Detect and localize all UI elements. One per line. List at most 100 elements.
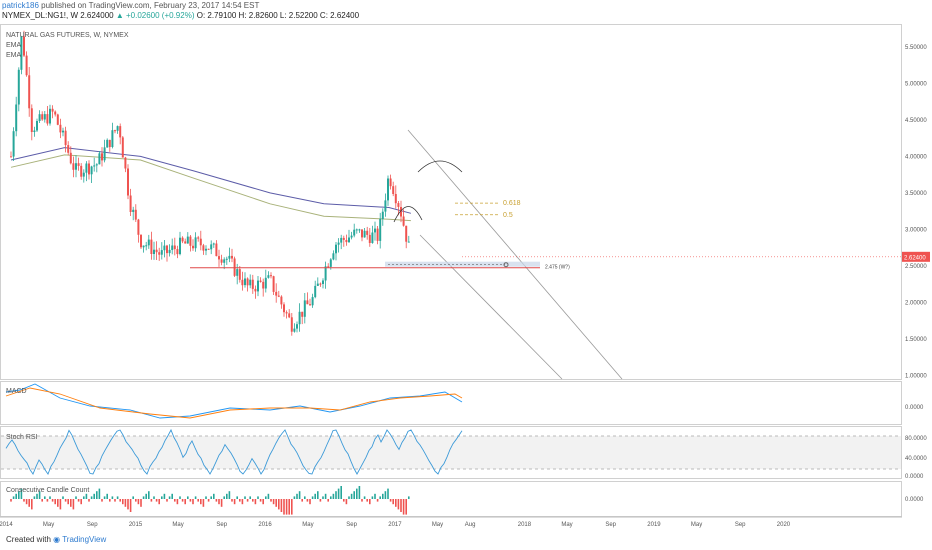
ccc-bar [314,493,316,499]
candle-body [77,163,80,166]
price-tick: 4.50000 [905,118,927,124]
candle-body [25,55,28,76]
candle-body [324,266,327,281]
ccc-bar [28,499,30,507]
candle-body [90,166,93,175]
macd-pane [0,381,902,425]
ccc-bar [140,499,142,507]
candle-body [270,275,272,277]
candle-body [43,114,46,120]
ccc-zero-tick: 0.0000 [905,497,924,503]
ccc-bar [145,493,147,499]
candle-body [108,139,111,148]
ccc-bar [374,493,376,499]
candle-body [93,165,96,167]
ccc-bar [306,499,309,502]
candle-body [322,280,324,284]
candle-body [210,244,213,250]
candle-body [33,130,36,132]
ccc-bar [103,496,106,499]
ccc-bar [285,499,288,515]
candle-body [280,296,283,305]
ccc-bar [187,496,189,499]
candle-body [361,229,363,238]
ema-long-line [10,147,412,214]
candle-body [283,304,285,313]
candle-body [275,291,278,296]
ccc-bar [397,499,400,510]
candle-body [46,114,49,124]
candle-body [163,245,166,251]
price-change: ▲ +0.02600 (+0.92%) [115,11,195,20]
candle-body [332,253,335,260]
candle-body [340,237,343,243]
ccc-bar [75,496,77,499]
candle-body [30,108,33,132]
ccc-bar [296,493,298,499]
publish-info: patrick186 published on TradingView.com,… [2,1,259,10]
candle-body [249,279,252,286]
time-tick: Sep [216,522,227,528]
ccc-bar [36,493,38,499]
ccc-bar [345,499,348,505]
ccc-bar [304,496,306,499]
ccc-bar [257,496,259,499]
candle-body [293,328,296,332]
ccc-bar [44,496,46,499]
ccc-bar [265,496,267,499]
candle-body [173,245,176,250]
candle-body [353,229,356,236]
ccc-bar [213,493,215,499]
ccc-bar [155,499,158,502]
ccc-bar [38,491,41,499]
candle-body [171,245,174,250]
candle-body [189,236,192,246]
candle-body [121,137,124,158]
ccc-bar [150,499,153,502]
candle-body [207,248,210,250]
author-link[interactable]: patrick186 [2,1,39,10]
ccc-bar [127,499,129,510]
fib-label: 0.618 [503,200,521,207]
ccc-bar [83,496,85,499]
ccc-bar [200,499,202,505]
candle-body [106,139,109,148]
candle-body [241,279,244,286]
stoch-tick-40: 40.0000 [905,456,927,462]
level-label: 2.475 (W?) [545,265,570,271]
candle-body [49,108,51,124]
candle-body [327,266,330,268]
candle-body [316,283,319,286]
candle-body [366,230,369,235]
ccc-label: Consecutive Candle Count [6,487,89,494]
candle-body [254,288,257,292]
candle-body [82,172,85,177]
ccc-bar [119,499,121,502]
ccc-bar [337,488,340,499]
candle-body [127,168,129,196]
ccc-bar [408,496,410,499]
candle-body [220,259,223,263]
ccc-bar [142,496,145,499]
ccc-bar [158,499,160,505]
ccc-bar [116,496,119,499]
ccc-bar [249,496,251,499]
fib-label: 0.5 [503,212,513,219]
candle-body [132,209,135,212]
ccc-bar [171,493,173,499]
ccc-bar [46,499,49,502]
tradingview-link[interactable]: TradingView [62,535,107,544]
ccc-bar [192,499,194,505]
tradingview-logo-icon: ◉ [53,535,61,544]
last-price-badge [902,251,930,262]
candle-body [145,245,148,247]
ccc-bar [239,499,241,502]
symbol-info: NYMEX_DL:NG1!, W 2.624000 ▲ +0.02600 (+0… [2,11,359,20]
ccc-bar [77,499,80,502]
candle-body [160,250,163,255]
ccc-bar [293,496,296,499]
candle-body [225,258,228,260]
candle-body [12,131,15,157]
candle-body [223,259,226,263]
